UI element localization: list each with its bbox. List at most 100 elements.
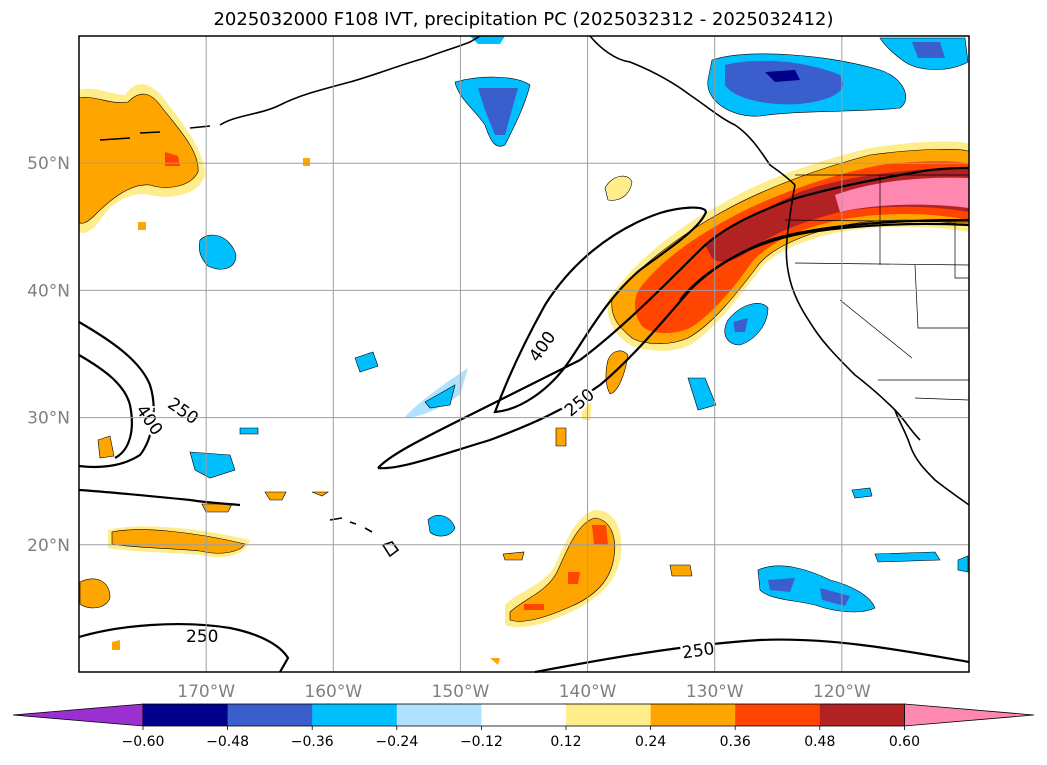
yellow-patch-w10: [112, 640, 120, 650]
colorbar-swatch: [312, 704, 398, 726]
alaska-coast2: [589, 35, 796, 186]
colorbar-tick-label: 0.36: [720, 734, 751, 750]
lon-label: 170°W: [177, 682, 235, 702]
pink-patch-ar: [835, 177, 969, 212]
colorbar-extend-max: [904, 703, 1035, 727]
colorbar-tick-label: −0.12: [460, 734, 503, 750]
contour-400-ar: [493, 206, 708, 414]
borders: [784, 174, 970, 401]
blue-patch-ca2: [687, 377, 717, 411]
baja-coast: [894, 409, 970, 506]
negative-anomaly-patches: [189, 36, 969, 613]
colorbar-swatch: [819, 704, 905, 726]
blue-patch-ca-core: [733, 318, 748, 332]
contour-250-sw: [78, 488, 241, 507]
contour-250-south-w: [78, 623, 290, 673]
colorbar-frame: [142, 703, 905, 727]
blue-patch-e2: [851, 487, 873, 499]
blue-patch-bc-min: [765, 70, 800, 82]
longitude-labels: 170°W 160°W 150°W 140°W 130°W 120°W: [177, 682, 871, 702]
colorbar-swatch: [735, 704, 821, 726]
alaska-coast: [219, 35, 481, 126]
lat-label: 40°N: [27, 281, 70, 301]
lon-label: 140°W: [559, 682, 617, 702]
yellow-patch-w13: [490, 658, 500, 665]
red-patch-s3: [524, 604, 544, 610]
blue-patch-gulf-core: [478, 88, 518, 135]
yellow-patch-a2: [605, 350, 629, 395]
blue-patch-e1: [874, 551, 941, 563]
yellow-patch-a1: [604, 175, 633, 201]
colorbar-tick-label: −0.60: [122, 734, 165, 750]
contour-250-west: [78, 321, 155, 469]
blue-patch-w3: [239, 427, 259, 435]
map-area: 400 250 250 400 250 250: [78, 35, 970, 674]
colorbar-swatch: [481, 704, 567, 726]
blue-patch-mid2-core: [424, 384, 456, 409]
red-patch-nw: [165, 152, 180, 166]
contour-250-main-b: [377, 222, 970, 470]
blue-patch-w1: [198, 234, 237, 270]
gridlines: [79, 36, 969, 672]
lon-label: 150°W: [432, 682, 490, 702]
blue-patch-sw-core: [768, 578, 795, 592]
blue-patch-top: [470, 36, 505, 44]
orange-patch-s2: [509, 517, 615, 622]
blue-patch-mid3: [427, 515, 456, 537]
colorbar-swatch: [650, 704, 736, 726]
map-frame: [78, 35, 970, 673]
blue-patch-ne-core: [912, 42, 945, 58]
yellow-patch-w8: [669, 564, 693, 577]
blue-patch-w2: [189, 451, 236, 479]
orange-patch-w3: [79, 578, 111, 609]
colorbar-tick-label: −0.36: [291, 734, 334, 750]
yellow-patch-w7: [311, 491, 329, 497]
colorbar-tick-label: −0.24: [375, 734, 418, 750]
colorbar-extend-min: [12, 703, 144, 727]
lon-label: 130°W: [686, 682, 744, 702]
colorbar-swatch: [396, 704, 482, 726]
orange-patch-nw: [78, 93, 199, 224]
map-title: 2025032000 F108 IVT, precipitation PC (2…: [213, 9, 834, 30]
yellow-patch-w6: [264, 491, 287, 501]
lat-label: 20°N: [27, 536, 70, 556]
orange-patch-w2: [111, 529, 246, 554]
hawaii-big: [381, 541, 400, 558]
contour-400-west: [78, 354, 133, 459]
aleutians: [99, 125, 211, 141]
contour-400-east: [679, 218, 970, 301]
colorbar: −0.60 −0.48 −0.36 −0.24 −0.12 0.12 0.24 0.36 0.4…: [12, 703, 1035, 750]
lon-label: 120°W: [813, 682, 871, 702]
colorbar-tick-label: 0.12: [550, 734, 581, 750]
colorbar-swatch: [227, 704, 313, 726]
state-borders: [784, 175, 970, 401]
red-patch-s: [592, 525, 608, 545]
colorbar-tick-label: −0.48: [206, 734, 249, 750]
colorbar-swatch: [143, 704, 229, 726]
colorbar-tick-label: 0.24: [635, 734, 666, 750]
yellow-patch-w11: [303, 158, 310, 166]
blue-patch-bc-core: [725, 60, 844, 105]
yellow-patch-a4: [555, 427, 567, 447]
yellow-patch-a3: [582, 398, 592, 420]
blue-patch-e3: [957, 555, 969, 573]
colorbar-tick-label: 0.48: [804, 734, 835, 750]
colorbar-swatch: [566, 704, 652, 726]
coastlines: [99, 35, 970, 558]
latitude-labels: 50°N 40°N 30°N 20°N: [27, 154, 70, 556]
lat-label: 50°N: [27, 154, 70, 174]
colorbar-tick-label: 0.60: [889, 734, 920, 750]
yellow-patch-w9: [502, 551, 525, 561]
contour-label-250-s: 250: [186, 627, 218, 647]
lon-label: 160°W: [304, 682, 362, 702]
orange-patch-w4: [97, 435, 115, 459]
lat-label: 30°N: [27, 409, 70, 429]
blue-patch-mid2: [404, 368, 468, 418]
blue-patch-mid1: [354, 351, 379, 373]
hawaii-1: [329, 517, 373, 533]
yellow-patch-w12: [138, 222, 146, 230]
red-patch-s2: [568, 572, 580, 584]
contour-250-south-e: [534, 638, 970, 674]
blue-patch-sw-core2: [820, 588, 850, 606]
